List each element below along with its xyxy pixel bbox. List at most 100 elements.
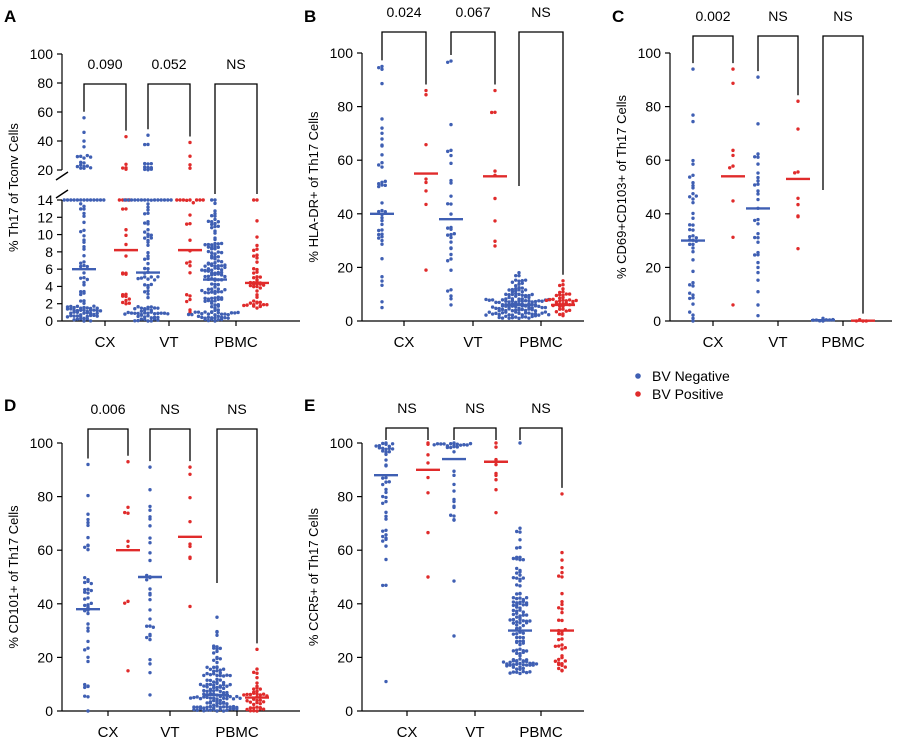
data-point xyxy=(515,609,519,613)
data-point xyxy=(383,210,387,214)
data-point xyxy=(166,198,170,202)
data-point xyxy=(468,441,473,446)
data-point xyxy=(206,315,211,320)
data-point xyxy=(213,303,217,307)
data-point xyxy=(82,301,86,305)
data-point xyxy=(515,529,519,534)
data-point xyxy=(520,293,524,297)
data-point xyxy=(537,304,541,309)
data-point xyxy=(188,294,192,298)
data-point xyxy=(424,93,428,97)
data-point xyxy=(148,536,152,540)
data-point xyxy=(537,313,541,317)
data-point xyxy=(139,313,144,317)
data-point xyxy=(515,546,519,550)
data-point xyxy=(515,592,519,596)
data-point xyxy=(514,300,518,304)
data-point xyxy=(124,292,128,296)
data-point xyxy=(203,264,207,268)
data-point xyxy=(88,311,93,316)
data-point xyxy=(504,297,508,301)
data-point xyxy=(139,309,144,313)
data-point xyxy=(508,663,512,667)
data-point xyxy=(446,226,450,230)
data-point xyxy=(518,651,522,656)
data-point xyxy=(255,235,259,239)
data-point xyxy=(688,227,692,232)
data-point xyxy=(688,234,692,239)
data-point xyxy=(85,164,90,168)
data-point xyxy=(124,162,128,166)
data-point xyxy=(517,279,521,283)
data-point xyxy=(424,189,428,193)
data-point xyxy=(205,665,209,669)
data-point xyxy=(446,259,450,263)
data-point xyxy=(255,705,259,709)
data-point xyxy=(218,673,222,678)
data-point xyxy=(203,269,207,273)
data-point xyxy=(205,705,209,709)
data-point xyxy=(149,233,153,237)
data-point xyxy=(384,514,388,519)
y-axis-label: % Th17 of Tconv Cells xyxy=(6,123,21,252)
data-point xyxy=(380,257,384,261)
data-point xyxy=(520,307,524,312)
data-point xyxy=(203,290,207,295)
data-point xyxy=(210,225,214,230)
data-point xyxy=(231,697,236,701)
data-point xyxy=(756,303,760,307)
y-tick-label: 20 xyxy=(37,649,53,665)
data-point xyxy=(494,488,498,492)
data-point xyxy=(380,131,384,135)
data-point xyxy=(449,252,453,257)
data-point xyxy=(377,163,381,167)
data-point xyxy=(86,603,90,607)
data-point xyxy=(515,601,519,605)
data-point xyxy=(533,303,538,307)
data-point xyxy=(89,601,94,606)
data-point xyxy=(688,310,692,314)
data-point xyxy=(79,198,83,202)
data-point xyxy=(213,252,217,256)
data-point xyxy=(255,284,259,289)
data-point xyxy=(213,241,217,246)
data-point xyxy=(518,665,522,669)
data-point xyxy=(524,658,529,662)
data-point xyxy=(449,148,453,153)
data-point xyxy=(500,307,505,312)
data-point xyxy=(82,116,86,120)
y-tick-label: 60 xyxy=(37,542,53,558)
data-point xyxy=(560,610,564,615)
legend: BV Negative BV Positive xyxy=(635,368,730,402)
data-point xyxy=(508,671,512,675)
data-point xyxy=(69,304,73,309)
data-point xyxy=(252,687,256,691)
data-point xyxy=(200,315,204,320)
data-point xyxy=(83,575,87,580)
data-point xyxy=(728,166,732,170)
data-point xyxy=(213,244,217,248)
data-point xyxy=(225,673,229,677)
data-point xyxy=(221,701,226,705)
panel-label: B xyxy=(304,7,316,26)
data-point xyxy=(520,281,524,286)
data-point xyxy=(216,295,220,299)
data-point xyxy=(381,446,385,450)
data-point xyxy=(75,310,80,314)
data-point xyxy=(521,576,525,580)
data-point xyxy=(215,660,219,665)
data-point xyxy=(255,684,259,689)
data-point xyxy=(216,290,220,294)
data-point xyxy=(82,254,86,258)
data-point xyxy=(203,317,207,321)
data-point xyxy=(449,442,453,446)
data-point xyxy=(691,280,695,285)
data-point xyxy=(210,256,214,260)
data-point xyxy=(208,672,213,677)
data-point xyxy=(518,545,522,550)
data-point xyxy=(501,660,506,664)
data-point xyxy=(82,305,86,310)
data-point xyxy=(148,624,152,628)
data-point xyxy=(203,299,207,303)
data-point xyxy=(225,708,229,712)
